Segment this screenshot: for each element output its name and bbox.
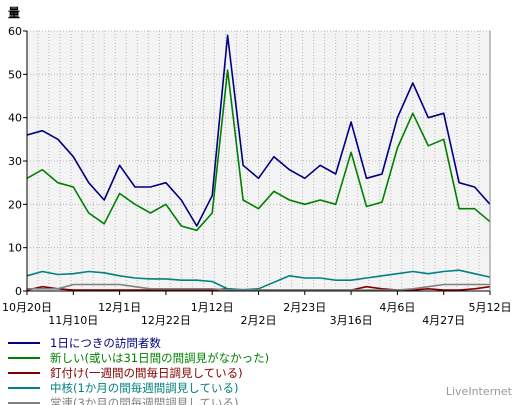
legend-label: 1日につきの訪問者数 xyxy=(50,335,161,350)
series-line-1 xyxy=(26,34,491,227)
legend-item: 1日につきの訪問者数 xyxy=(8,335,428,350)
y-tick-label: 0 xyxy=(15,285,22,298)
x-tick-label: 12月1日 xyxy=(98,301,141,314)
legend-label: 釘付け(一週間の間毎日調見している) xyxy=(50,365,243,380)
x-tick-label: 3月16日 xyxy=(330,314,373,327)
x-tick-label: 11月10日 xyxy=(48,314,98,327)
x-tick-label: 1月12日 xyxy=(191,301,234,314)
legend-swatch xyxy=(8,356,40,359)
series-line-4 xyxy=(26,269,491,291)
legend-label: 常連(3か月の間毎週間調見している) xyxy=(50,395,239,405)
x-tick-label: 4月6日 xyxy=(379,301,415,314)
y-tick-label: 40 xyxy=(8,112,22,125)
legend-label: 新しい(或いは31日間の間調見がなかった) xyxy=(50,350,270,365)
x-tick-label: 5月12日 xyxy=(469,301,512,314)
legend-item: 釘付け(一週間の間毎日調見している) xyxy=(8,365,428,380)
legend: 1日につきの訪問者数 新しい(或いは31日間の間調見がなかった) 釘付け(一週間の間… xyxy=(8,335,428,405)
y-tick-label: 60 xyxy=(8,25,22,38)
series-line-5 xyxy=(27,283,490,291)
x-tick-label: 2月2日 xyxy=(241,314,277,327)
legend-label: 中核(1か月の間毎週間調見している) xyxy=(50,380,239,395)
y-tick-label: 30 xyxy=(8,155,22,168)
y-tick-label: 20 xyxy=(8,198,22,211)
x-tick-label: 10月20日 xyxy=(2,301,52,314)
legend-item: 常連(3か月の間毎週間調見している) xyxy=(8,395,428,405)
y-tick-label: 50 xyxy=(8,68,22,81)
legend-swatch xyxy=(8,341,40,344)
series-line-2 xyxy=(26,69,491,232)
x-tick-label: 12月22日 xyxy=(141,314,191,327)
legend-item: 新しい(或いは31日間の間調見がなかった) xyxy=(8,350,428,365)
legend-swatch xyxy=(8,386,40,389)
legend-swatch xyxy=(8,371,40,374)
y-tick-label: 10 xyxy=(8,242,22,255)
x-tick-label: 4月27日 xyxy=(422,314,465,327)
credit-text: LiveInternet xyxy=(445,385,512,398)
x-tick-label: 2月23日 xyxy=(283,301,326,314)
y-axis-label: 量 xyxy=(8,6,20,20)
legend-item: 中核(1か月の間毎週間調見している) xyxy=(8,380,428,395)
legend-swatch xyxy=(8,401,40,404)
